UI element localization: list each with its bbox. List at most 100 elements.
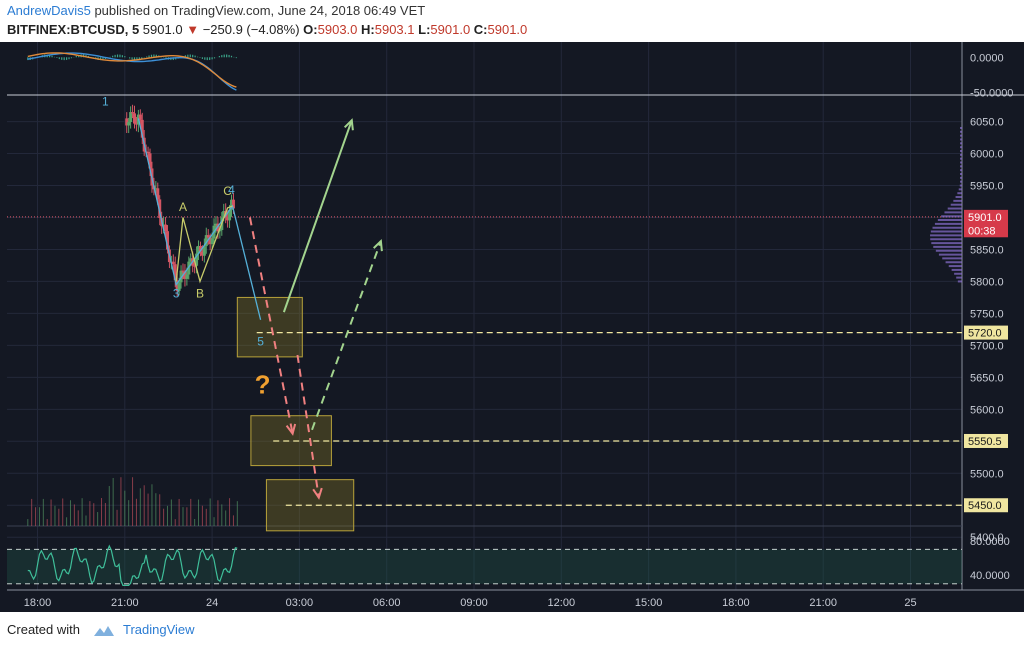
x-tick-label: 18:00 [722,597,750,609]
volume-bars [27,477,238,526]
macd-tick-label: 0.0000 [970,52,1004,64]
y-tick-label: 6050.0 [970,117,1004,129]
candle-body [148,153,152,169]
macd-oscillator [27,52,237,91]
target-zone-box [236,296,303,358]
rsi-tick-label: 80.0000 [970,536,1010,548]
open-label: O: [303,22,318,37]
x-tick-label: 09:00 [460,597,488,609]
candle-body [171,261,175,265]
chart-background [0,42,1024,612]
projection-arrow-head [373,238,383,252]
ohlc-line: BITFINEX:BTCUSD, 5 5901.0 ▼ −250.9 (−4.0… [7,22,527,37]
candle-body [138,114,142,120]
close-label: C: [473,22,488,37]
publish-line: AndrewDavis5 published on TradingView.co… [7,3,425,18]
x-tick-label: 12:00 [548,597,576,609]
wave-path-impulse [137,118,262,320]
created-with: Created with TradingView [7,622,195,637]
candle-body [177,282,181,291]
price-change: −250.9 (−4.08%) [202,22,300,37]
price-tag-label: 5550.5 [968,436,1002,448]
x-tick-label: 25 [904,597,916,609]
x-tick-label: 21:00 [111,597,139,609]
wave-label: 5 [257,334,264,348]
y-tick-label: 5650.0 [970,372,1004,384]
projection-arrow-head [343,118,354,131]
price-chart[interactable]: 6050.06000.05950.05900.05850.05800.05750… [0,42,1024,612]
price-tag [964,433,1008,448]
down-triangle-icon: ▼ [186,22,200,37]
rsi-tick-label: 40.0000 [970,570,1010,582]
price-tag-label: 00:38 [968,225,996,237]
price-tag [964,325,1008,340]
price-axis[interactable]: 6050.06000.05950.05900.05850.05800.05750… [964,52,1013,582]
y-tick-label: 6000.0 [970,149,1004,161]
target-zone-box [250,415,332,467]
candle-body [165,231,169,250]
x-tick-label: 21:00 [809,597,837,609]
projection-arrow-head [285,423,297,436]
price-tag-label: 5720.0 [968,328,1002,340]
wave-label: A [179,200,187,214]
candle-body [230,199,233,210]
tradingview-link[interactable]: TradingView [123,622,195,637]
y-tick-label: 5800.0 [970,276,1004,288]
candle-body [231,199,235,209]
wave-label: C [223,184,232,198]
low-label: L: [418,22,431,37]
price-tag-label: 5450.0 [968,500,1002,512]
open-value: 5903.0 [317,22,358,37]
footer: Created with TradingView [0,612,1024,647]
candle-body [226,217,230,221]
price-tag [964,498,1008,513]
x-tick-label: 15:00 [635,597,663,609]
x-tick-label: 24 [206,597,218,609]
candle-body [183,271,187,279]
signal-line [27,52,237,88]
author-link[interactable]: AndrewDavis5 [7,3,91,18]
wave-path-correction [175,205,233,284]
candle-body [200,251,204,256]
rsi-line [27,544,238,586]
macd-tick-label: -50.0000 [970,88,1013,100]
high-label: H: [361,22,375,37]
y-tick-label: 5750.0 [970,308,1004,320]
candle-body [175,280,179,291]
candle-body [129,112,133,123]
candle-body [134,123,138,125]
symbol-label[interactable]: BITFINEX:BTCUSD, 5 [7,22,140,37]
candle-body [228,209,232,221]
tradingview-cloud-icon [93,625,114,636]
wave-label: 1 [102,95,109,109]
volume-profile [930,126,962,283]
wave-label: 3 [173,286,180,300]
y-tick-label: 5500.0 [970,468,1004,480]
candle-body [162,224,166,227]
y-tick-label: 5950.0 [970,181,1004,193]
price-tag-label: 5901.0 [968,212,1002,224]
candle-body [173,264,177,281]
candle-body [204,235,208,247]
candle-body [133,113,136,124]
rsi-band-fill [7,549,962,584]
candle-body [208,237,212,245]
projection-arrow-line [296,354,320,498]
projection-arrow-line [311,240,382,431]
candle-body [202,246,206,256]
annotations: 1 3 A B C4 5? [102,95,270,400]
y-tick-label: 5600.0 [970,404,1004,416]
projection-arrow-head [312,487,323,500]
elliott-waves [137,118,262,320]
x-tick-label: 03:00 [286,597,314,609]
price-tag [964,223,1008,238]
time-axis[interactable]: 18:00 21:00 24 03:00 06:00 09:00 12:00 15:00 18:… [24,597,917,609]
candle-body [206,235,210,238]
projection-arrows [248,118,383,500]
pane-separators [7,42,1024,591]
candle-body [210,238,214,245]
wave-label: B [196,286,204,300]
candle-body [185,274,189,279]
created-with-label: Created with [7,622,80,637]
candle-body [218,230,222,232]
